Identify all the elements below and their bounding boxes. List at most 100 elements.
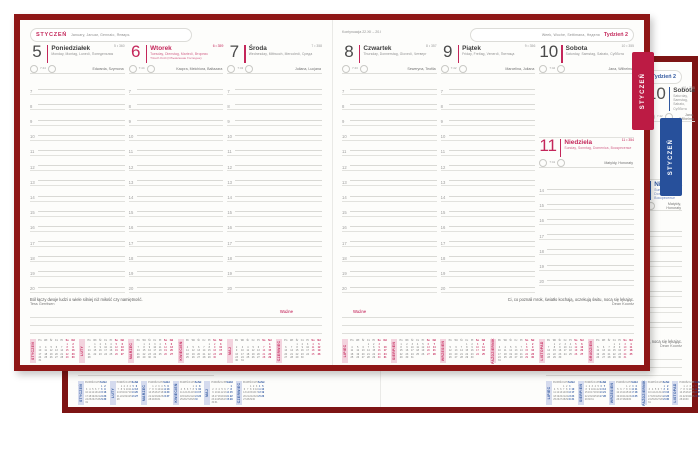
mini-day[interactable]: 10 xyxy=(241,349,244,353)
mini-day[interactable]: 3 xyxy=(154,342,156,346)
mini-day[interactable] xyxy=(267,359,273,362)
mini-day[interactable]: 9 xyxy=(212,391,214,395)
mini-day[interactable]: 22 xyxy=(465,352,469,356)
mini-day[interactable]: 15 xyxy=(682,391,686,395)
mini-day[interactable]: 12 xyxy=(91,391,95,395)
hour-writing-line[interactable] xyxy=(136,241,224,243)
mini-day[interactable]: 18 xyxy=(569,349,572,353)
mini-day[interactable]: 4 xyxy=(692,384,694,388)
mini-day[interactable]: 21 xyxy=(607,352,611,356)
mini-day[interactable]: 15 xyxy=(93,349,97,353)
mini-day[interactable]: 15 xyxy=(295,349,299,353)
mini-day[interactable]: 12 xyxy=(596,349,600,353)
mini-day[interactable]: 9 xyxy=(686,388,688,392)
mini-day[interactable]: 21 xyxy=(97,394,101,398)
mini-day[interactable]: 5 xyxy=(262,384,264,388)
mini-day[interactable]: 8 xyxy=(94,346,96,350)
mini-day[interactable] xyxy=(480,356,486,359)
hour-row[interactable]: 13 xyxy=(440,171,536,187)
mini-day[interactable]: 25 xyxy=(482,352,485,356)
mini-day[interactable]: 16 xyxy=(213,349,217,353)
mini-day[interactable]: 27 xyxy=(135,394,138,398)
mini-day[interactable]: 31 xyxy=(383,355,387,359)
mini-day[interactable]: 29 xyxy=(142,355,146,359)
mini-day[interactable]: 7 xyxy=(603,384,606,388)
mini-day[interactable]: 5 xyxy=(318,342,320,346)
mini-day[interactable]: 1 xyxy=(626,384,628,388)
mini-day[interactable]: 24 xyxy=(590,394,594,398)
mini-day[interactable]: 20 xyxy=(426,349,430,353)
mini-day[interactable]: 24 xyxy=(214,397,218,401)
hour-writing-line[interactable] xyxy=(38,210,125,212)
mini-day[interactable]: 4 xyxy=(630,342,632,346)
mini-day[interactable]: 11 xyxy=(691,388,695,392)
hour-writing-line[interactable] xyxy=(136,89,224,91)
hour-writing-line[interactable] xyxy=(637,276,683,278)
mini-day[interactable]: 26 xyxy=(220,397,224,401)
mini-day[interactable]: 15 xyxy=(119,391,123,395)
mini-day[interactable]: 19 xyxy=(49,352,53,356)
hour-row[interactable]: 11 xyxy=(30,141,125,156)
mini-day[interactable]: 29 xyxy=(565,397,569,401)
mini-day[interactable]: 28 xyxy=(659,397,663,401)
mini-day[interactable]: 15 xyxy=(191,391,195,395)
mini-day[interactable]: 23 xyxy=(148,352,151,356)
hour-row[interactable]: 12 xyxy=(227,156,323,172)
mini-day[interactable]: 21 xyxy=(226,394,230,398)
mini-day[interactable]: 6 xyxy=(170,342,173,346)
mini-day[interactable]: 11 xyxy=(44,349,48,353)
mini-day[interactable]: 13 xyxy=(697,388,700,392)
mini-day[interactable]: 29 xyxy=(399,355,403,359)
mini-day[interactable]: 7 xyxy=(247,388,249,392)
hour-row[interactable]: 8 xyxy=(342,95,437,111)
mini-month[interactable]: MARZEC Pn Wt Śr Cz Pt So Nd 1 2 3 4 5 6 7 8 9 10 11 12 13 14 1… xyxy=(128,339,174,363)
mini-day[interactable]: 30 xyxy=(235,359,238,363)
mini-day[interactable]: 1 xyxy=(466,342,468,346)
mini-day[interactable]: 13 xyxy=(602,349,605,353)
mini-day[interactable]: 8 xyxy=(249,388,252,392)
hour-writing-line[interactable] xyxy=(350,149,437,151)
mini-day[interactable]: 28 xyxy=(60,355,64,359)
mini-day[interactable]: 16 xyxy=(558,349,562,353)
mini-day[interactable] xyxy=(168,356,174,359)
mini-day[interactable]: 19 xyxy=(163,391,167,395)
hour-writing-line[interactable] xyxy=(448,241,536,243)
hour-row[interactable]: 12 xyxy=(342,156,437,172)
mini-day[interactable]: 3 xyxy=(104,342,107,346)
mini-day[interactable]: 24 xyxy=(623,352,627,356)
mini-day[interactable]: 8 xyxy=(120,388,123,392)
day-cell[interactable]: 8 • 357 8 Czwartek Thursday, Donnerstag,… xyxy=(342,43,437,78)
mini-day[interactable]: 20 xyxy=(657,394,660,398)
hour-row[interactable]: 10 xyxy=(128,126,224,141)
mini-day[interactable]: 7 xyxy=(97,388,100,392)
mini-day[interactable]: 7 xyxy=(61,346,63,350)
mini-day[interactable]: 29 xyxy=(295,355,299,359)
mini-day[interactable]: 18 xyxy=(88,394,92,398)
mini-day[interactable]: 27 xyxy=(599,394,603,398)
mini-day[interactable]: 8 xyxy=(192,388,195,392)
mini-day[interactable]: 6 xyxy=(427,342,430,346)
hour-writing-line[interactable] xyxy=(235,225,323,227)
hour-row[interactable]: 19 xyxy=(30,262,125,278)
mini-day[interactable]: 26 xyxy=(317,352,321,356)
mini-day[interactable]: 22 xyxy=(191,394,195,398)
mini-day[interactable]: 8 xyxy=(152,388,154,392)
mini-day[interactable]: 31 xyxy=(498,359,501,363)
day-cell[interactable]: 7 • 358 7 Środa Wednesday, Mittwoch, Mer… xyxy=(227,43,323,78)
mini-day[interactable]: 17 xyxy=(85,394,88,398)
mini-day[interactable]: 11 xyxy=(416,346,419,350)
mini-day[interactable]: 22 xyxy=(612,352,616,356)
mini-day[interactable]: 20 xyxy=(580,349,584,353)
mini-day[interactable]: 5 xyxy=(654,388,657,392)
mini-day[interactable]: 19 xyxy=(183,394,186,398)
mini-day[interactable]: 3 xyxy=(411,342,414,346)
mini-day[interactable]: 6 xyxy=(515,346,517,350)
mini-day[interactable]: 15 xyxy=(249,391,253,395)
mini-day[interactable]: 11 xyxy=(553,391,556,395)
planner-spread-red-variant[interactable]: STYCZEŃ January, Januar, Gennaio, Январь… xyxy=(14,14,650,371)
mini-day[interactable]: 14 xyxy=(136,349,140,353)
mini-day[interactable]: 6 xyxy=(55,346,58,350)
mini-day[interactable]: 4 xyxy=(635,384,637,388)
mini-day[interactable]: 17 xyxy=(241,352,244,356)
mini-day[interactable]: 20 xyxy=(166,391,170,395)
